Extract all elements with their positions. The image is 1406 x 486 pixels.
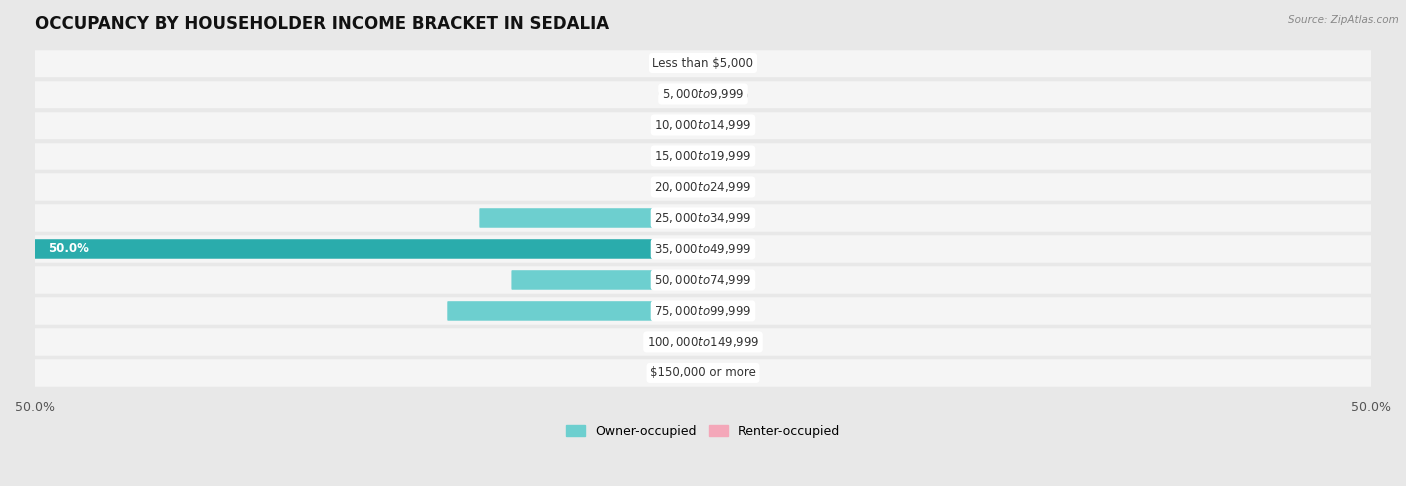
FancyBboxPatch shape bbox=[35, 173, 1371, 201]
FancyBboxPatch shape bbox=[35, 204, 1371, 232]
FancyBboxPatch shape bbox=[35, 49, 1371, 77]
Text: 0.0%: 0.0% bbox=[658, 56, 688, 69]
FancyBboxPatch shape bbox=[35, 239, 703, 259]
Text: 16.7%: 16.7% bbox=[655, 211, 692, 225]
Text: Source: ZipAtlas.com: Source: ZipAtlas.com bbox=[1288, 15, 1399, 25]
FancyBboxPatch shape bbox=[35, 111, 1371, 139]
FancyBboxPatch shape bbox=[35, 328, 1371, 356]
Text: $150,000 or more: $150,000 or more bbox=[650, 366, 756, 380]
Text: 0.0%: 0.0% bbox=[658, 119, 688, 132]
FancyBboxPatch shape bbox=[447, 301, 703, 321]
Text: 0.0%: 0.0% bbox=[718, 335, 748, 348]
Text: $15,000 to $19,999: $15,000 to $19,999 bbox=[654, 149, 752, 163]
Text: 0.0%: 0.0% bbox=[718, 304, 748, 317]
Text: 0.0%: 0.0% bbox=[658, 335, 688, 348]
Text: 0.0%: 0.0% bbox=[718, 274, 748, 286]
Text: 0.0%: 0.0% bbox=[658, 87, 688, 101]
FancyBboxPatch shape bbox=[35, 296, 1371, 325]
FancyBboxPatch shape bbox=[512, 270, 703, 290]
Text: 14.3%: 14.3% bbox=[655, 274, 692, 286]
Text: $100,000 to $149,999: $100,000 to $149,999 bbox=[647, 335, 759, 349]
FancyBboxPatch shape bbox=[479, 208, 703, 228]
Text: 0.0%: 0.0% bbox=[718, 180, 748, 193]
Text: $10,000 to $14,999: $10,000 to $14,999 bbox=[654, 118, 752, 132]
Text: 19.1%: 19.1% bbox=[655, 304, 692, 317]
Text: $25,000 to $34,999: $25,000 to $34,999 bbox=[654, 211, 752, 225]
Text: $20,000 to $24,999: $20,000 to $24,999 bbox=[654, 180, 752, 194]
FancyBboxPatch shape bbox=[35, 235, 1371, 263]
Text: 0.0%: 0.0% bbox=[718, 211, 748, 225]
Text: 0.0%: 0.0% bbox=[718, 119, 748, 132]
Text: $5,000 to $9,999: $5,000 to $9,999 bbox=[662, 87, 744, 101]
Text: 0.0%: 0.0% bbox=[718, 243, 748, 256]
FancyBboxPatch shape bbox=[35, 142, 1371, 170]
Legend: Owner-occupied, Renter-occupied: Owner-occupied, Renter-occupied bbox=[561, 420, 845, 443]
FancyBboxPatch shape bbox=[35, 266, 1371, 294]
Text: 0.0%: 0.0% bbox=[718, 150, 748, 162]
Text: 0.0%: 0.0% bbox=[658, 150, 688, 162]
Text: 0.0%: 0.0% bbox=[718, 87, 748, 101]
Text: $35,000 to $49,999: $35,000 to $49,999 bbox=[654, 242, 752, 256]
Text: 0.0%: 0.0% bbox=[718, 56, 748, 69]
Text: OCCUPANCY BY HOUSEHOLDER INCOME BRACKET IN SEDALIA: OCCUPANCY BY HOUSEHOLDER INCOME BRACKET … bbox=[35, 15, 609, 33]
Text: Less than $5,000: Less than $5,000 bbox=[652, 56, 754, 69]
Text: 0.0%: 0.0% bbox=[718, 366, 748, 380]
Text: 0.0%: 0.0% bbox=[658, 180, 688, 193]
FancyBboxPatch shape bbox=[35, 80, 1371, 108]
FancyBboxPatch shape bbox=[35, 359, 1371, 387]
Text: $50,000 to $74,999: $50,000 to $74,999 bbox=[654, 273, 752, 287]
Text: 0.0%: 0.0% bbox=[658, 366, 688, 380]
Text: 50.0%: 50.0% bbox=[48, 243, 89, 256]
Text: $75,000 to $99,999: $75,000 to $99,999 bbox=[654, 304, 752, 318]
